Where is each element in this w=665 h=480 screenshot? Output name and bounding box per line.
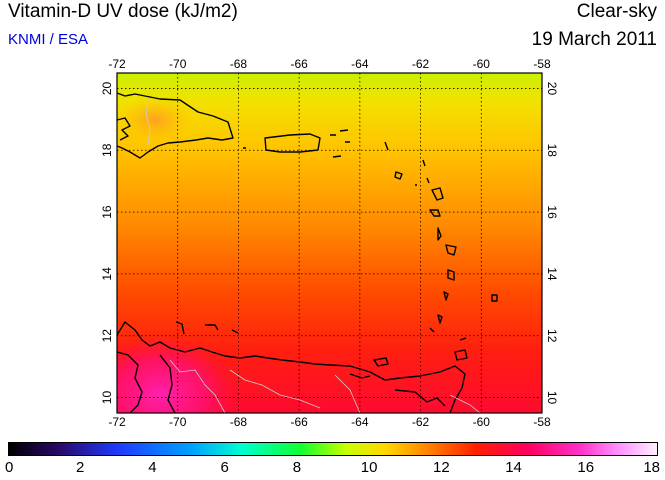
country-borders [145, 99, 481, 414]
color-bar-tick-label: 6 [220, 459, 229, 476]
color-bar-tick-label: 4 [148, 459, 157, 476]
color-bar-tick-label: 18 [643, 459, 660, 476]
lon-label-bottom: -68 [230, 415, 248, 429]
lat-label-right: 10 [545, 391, 559, 405]
lon-label-top: -72 [108, 57, 126, 71]
lat-label-left: 18 [100, 143, 114, 157]
lat-label-left: 12 [100, 329, 114, 343]
colombia-venezuela-border [169, 359, 226, 414]
haiti-dr-border [145, 99, 151, 146]
lesser-antilles [384, 141, 498, 333]
lat-label-right: 20 [545, 82, 559, 96]
lat-label-left: 10 [100, 391, 114, 405]
inner-border [229, 369, 481, 414]
lon-label-top: -60 [473, 57, 491, 71]
color-bar-tick-label: 16 [577, 459, 595, 476]
lon-label-top: -66 [290, 57, 308, 71]
data-source-label: KNMI / ESA [8, 31, 89, 48]
lon-label-bottom: -66 [290, 415, 308, 429]
hispaniola-west [116, 117, 131, 141]
lon-label-bottom: -64 [351, 415, 369, 429]
lat-label-right: 18 [545, 144, 559, 158]
delta-coast [349, 373, 446, 407]
high-uv-region [117, 335, 240, 413]
moderate-uv-region [117, 95, 195, 145]
lat-label-left: 16 [100, 205, 114, 219]
lat-lon-grid [117, 73, 542, 413]
abc-islands [175, 321, 239, 335]
lon-label-bottom: -72 [108, 415, 126, 429]
gulf-of-venezuela [116, 351, 176, 414]
map-frame [116, 72, 543, 414]
hispaniola-coast [116, 92, 234, 159]
map-title: Vitamin-D UV dose (kJ/m2) [8, 1, 238, 22]
south-america-coast [116, 321, 466, 414]
lon-label-top: -68 [230, 57, 248, 71]
sky-condition-label: Clear-sky [576, 1, 657, 22]
lat-label-left: 14 [100, 267, 114, 281]
coastlines [116, 92, 498, 414]
margarita-trinidad [373, 337, 468, 367]
lon-label-bottom: -70 [169, 415, 187, 429]
color-bar-tick-label: 8 [292, 459, 302, 476]
uv-dose-map: -72 -72 -70 -70 -68 -68 -66 -66 -64 -64 -62 -62 -60 -… [100, 57, 559, 429]
color-bar-tick-label: 0 [5, 459, 14, 476]
lat-label-right: 16 [545, 205, 559, 219]
lon-label-top: -70 [169, 57, 187, 71]
color-bar-tick-label: 10 [360, 459, 378, 476]
lat-label-right: 12 [545, 329, 559, 343]
color-bar-tick-label: 12 [432, 459, 450, 476]
lon-label-top: -62 [412, 57, 430, 71]
color-bar-tick-label: 2 [76, 459, 85, 476]
lon-label-bottom: -62 [412, 415, 430, 429]
axis-labels: -72 -72 -70 -70 -68 -68 -66 -66 -64 -64 -62 -62 -60 -… [100, 57, 559, 429]
date-label: 19 March 2011 [531, 29, 657, 50]
color-bar [8, 442, 658, 456]
lon-label-top: -64 [351, 57, 369, 71]
lat-label-left: 20 [100, 81, 114, 95]
puerto-rico-coast [264, 133, 321, 153]
lon-label-bottom: -60 [473, 415, 491, 429]
lon-label-bottom: -58 [533, 415, 551, 429]
lon-label-top: -58 [533, 57, 551, 71]
lat-label-right: 14 [545, 267, 559, 281]
virgin-islands [243, 129, 350, 158]
color-bar-tick-label: 14 [505, 459, 522, 476]
